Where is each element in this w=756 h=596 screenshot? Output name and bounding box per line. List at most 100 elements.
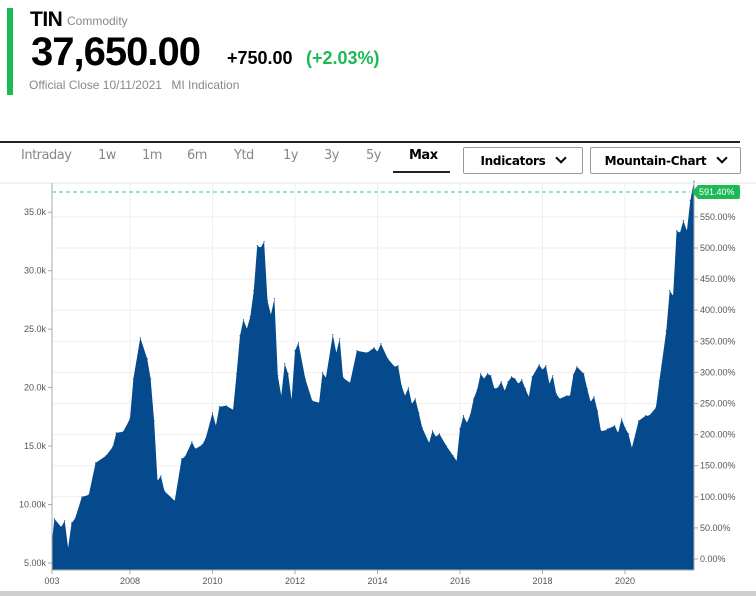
- data-point: [311, 400, 313, 402]
- data-point: [373, 347, 375, 349]
- data-point: [418, 412, 420, 414]
- data-point: [356, 350, 358, 352]
- data-point: [614, 425, 616, 427]
- data-point: [163, 490, 165, 492]
- data-point: [645, 415, 647, 417]
- data-point: [218, 406, 220, 408]
- data-point: [607, 428, 609, 430]
- y2-tick-label: 200.00%: [700, 430, 736, 440]
- close-info: Official Close 10/11/2021 MI Indication: [29, 78, 245, 92]
- data-point: [122, 431, 124, 433]
- data-point: [153, 420, 155, 422]
- y2-tick-label: 350.00%: [700, 336, 736, 346]
- data-point: [490, 375, 492, 377]
- data-point: [689, 200, 691, 202]
- data-point: [414, 398, 416, 400]
- y2-tick-label: 450.00%: [700, 274, 736, 284]
- data-point: [232, 409, 234, 411]
- data-point: [679, 232, 681, 234]
- data-point: [332, 334, 334, 336]
- data-point: [156, 480, 159, 482]
- data-point: [603, 430, 605, 432]
- data-point: [304, 378, 306, 380]
- data-point: [569, 395, 571, 397]
- y2-tick-label: 50.00%: [700, 523, 731, 533]
- price-change: +750.00: [227, 48, 293, 68]
- data-point: [620, 418, 623, 420]
- y2-tick-label: 250.00%: [700, 399, 736, 409]
- data-point: [438, 433, 440, 435]
- data-point: [88, 494, 90, 496]
- tab-6m[interactable]: 6m: [187, 148, 207, 163]
- tab-1y[interactable]: 1y: [283, 148, 298, 163]
- data-point: [225, 405, 227, 407]
- tab-max[interactable]: Max: [409, 148, 438, 163]
- y-tick-label: 20.0k: [24, 383, 47, 393]
- price-area: [52, 181, 694, 570]
- data-point: [194, 448, 196, 450]
- data-point: [191, 441, 193, 443]
- data-point: [150, 378, 152, 380]
- y-tick-label: 5.00k: [24, 558, 47, 568]
- data-point: [400, 385, 403, 387]
- data-point: [583, 373, 585, 375]
- tab-1w[interactable]: 1w: [98, 148, 116, 163]
- data-point: [105, 455, 107, 457]
- tab-3y[interactable]: 3y: [324, 148, 339, 163]
- indicators-dropdown[interactable]: Indicators: [463, 147, 583, 174]
- data-point: [586, 388, 588, 390]
- tab-ytd[interactable]: Ytd: [234, 148, 254, 163]
- data-point: [655, 407, 657, 409]
- y2-tick-label: 550.00%: [700, 212, 736, 222]
- data-point: [693, 180, 695, 182]
- data-point: [541, 369, 544, 371]
- data-point: [431, 430, 434, 432]
- data-point: [174, 500, 176, 502]
- y-tick-label: 30.0k: [24, 266, 47, 276]
- data-point: [129, 418, 131, 420]
- data-point: [682, 220, 685, 222]
- data-point: [531, 376, 533, 378]
- data-point: [270, 314, 272, 316]
- data-point: [201, 444, 203, 446]
- data-point: [428, 442, 430, 444]
- bottom-scrollbar[interactable]: [0, 591, 756, 596]
- x-tick-label: 2020: [615, 576, 635, 586]
- data-point: [665, 330, 667, 332]
- data-point: [64, 520, 66, 522]
- data-point: [514, 378, 516, 380]
- data-point: [321, 372, 324, 374]
- data-point: [480, 373, 482, 375]
- data-point: [215, 425, 217, 427]
- data-point: [555, 393, 557, 395]
- data-point: [235, 373, 238, 375]
- data-point: [469, 414, 471, 416]
- data-point: [466, 422, 468, 424]
- data-point: [600, 430, 602, 432]
- data-point: [280, 395, 282, 397]
- data-point: [74, 518, 76, 520]
- data-point: [524, 388, 526, 390]
- data-point: [335, 352, 337, 354]
- tab-5y[interactable]: 5y: [366, 148, 381, 163]
- tab-1m[interactable]: 1m: [142, 148, 162, 163]
- data-point: [648, 415, 650, 417]
- instrument-type: Commodity: [67, 14, 128, 28]
- last-price: 37,650.00: [31, 30, 201, 74]
- accent-bar: [7, 8, 13, 95]
- data-point: [184, 456, 186, 458]
- indicators-label: Indicators: [480, 153, 546, 168]
- data-point: [249, 316, 251, 318]
- x-tick-label: 003: [44, 576, 59, 586]
- active-tab-underline: [393, 171, 450, 173]
- data-point: [473, 398, 475, 400]
- data-point: [263, 241, 265, 243]
- data-point: [476, 389, 478, 391]
- chart-type-dropdown[interactable]: Mountain-Chart: [590, 147, 741, 174]
- data-point: [380, 343, 382, 345]
- symbol: TIN: [30, 8, 63, 31]
- last-value-badge: 591.40%: [692, 185, 740, 199]
- tab-intraday[interactable]: Intraday: [21, 148, 72, 163]
- data-point: [452, 455, 454, 457]
